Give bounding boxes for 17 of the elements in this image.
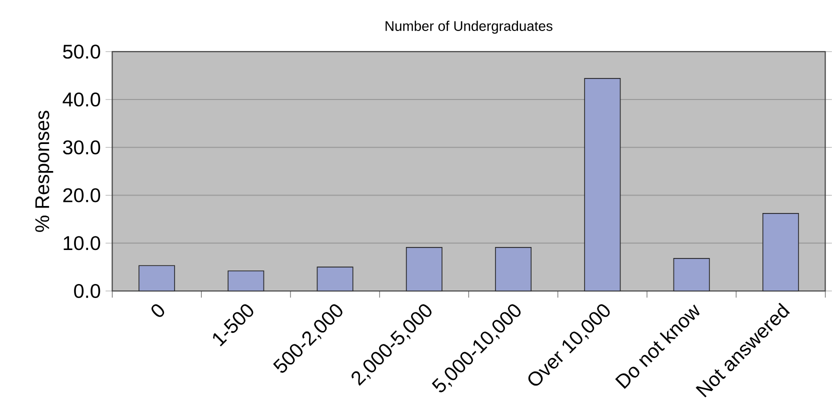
y-tick-label: 40.0	[62, 92, 100, 106]
x-tick-label: 0	[152, 304, 164, 317]
bar	[406, 246, 442, 292]
bar	[138, 265, 176, 292]
bar	[495, 246, 532, 292]
bar	[584, 78, 621, 292]
y-tick-label: 30.0	[63, 140, 100, 154]
y-axis-title: % Responses	[35, 110, 54, 232]
bar	[316, 266, 354, 292]
bar	[228, 270, 264, 292]
y-tick-label: 20.0	[63, 188, 100, 202]
y-tick-label: 0.0	[74, 284, 100, 298]
bar	[762, 212, 799, 292]
y-tick-label: 10.0	[64, 236, 100, 250]
bar	[673, 258, 710, 292]
chart-title: Number of Undergraduates	[386, 20, 552, 34]
y-tick-label: 50.0	[63, 44, 100, 59]
